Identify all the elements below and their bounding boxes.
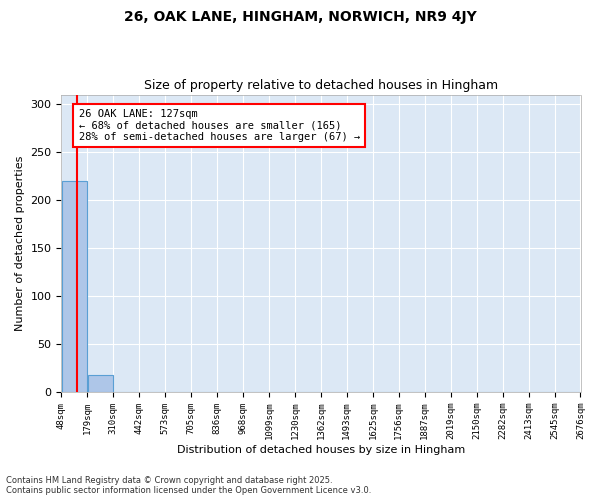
- X-axis label: Distribution of detached houses by size in Hingham: Distribution of detached houses by size …: [177, 445, 465, 455]
- Bar: [88, 375, 113, 392]
- Text: Contains HM Land Registry data © Crown copyright and database right 2025.
Contai: Contains HM Land Registry data © Crown c…: [6, 476, 371, 495]
- Y-axis label: Number of detached properties: Number of detached properties: [15, 156, 25, 331]
- Text: 26, OAK LANE, HINGHAM, NORWICH, NR9 4JY: 26, OAK LANE, HINGHAM, NORWICH, NR9 4JY: [124, 10, 476, 24]
- Bar: [62, 181, 87, 392]
- Text: 26 OAK LANE: 127sqm
← 68% of detached houses are smaller (165)
28% of semi-detac: 26 OAK LANE: 127sqm ← 68% of detached ho…: [79, 109, 360, 142]
- Title: Size of property relative to detached houses in Hingham: Size of property relative to detached ho…: [144, 79, 498, 92]
